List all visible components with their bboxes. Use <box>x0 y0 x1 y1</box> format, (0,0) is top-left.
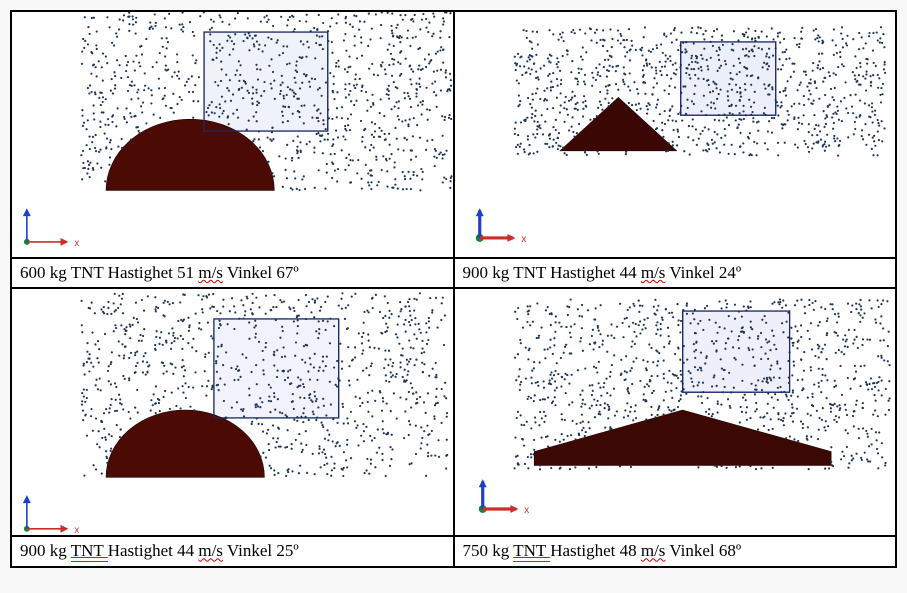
caption-0: 600 kg TNT Hastighet 51 m/s Vinkel 67º <box>11 258 454 288</box>
sim-svg-2: x <box>12 289 453 535</box>
svg-text:x: x <box>524 505 529 516</box>
spellcheck-underline: m/s <box>641 541 666 560</box>
sim-panel-1: x <box>454 11 897 258</box>
caption-1: 900 kg TNT Hastighet 44 m/s Vinkel 24º <box>454 258 897 288</box>
sim-panel-2: x <box>11 288 454 536</box>
caption-2: 900 kg TNT Hastighet 44 m/s Vinkel 25º <box>11 536 454 566</box>
sim-svg-3: x <box>455 289 896 535</box>
caption-3: 750 kg TNT Hastighet 48 m/s Vinkel 68º <box>454 536 897 566</box>
spellcheck-underline: m/s <box>198 263 223 282</box>
sim-svg-1: x <box>455 12 896 257</box>
simulation-grid: x x 600 kg TNT Hastighet 51 m/s Vinkel 6… <box>10 10 897 568</box>
spellcheck-underline: m/s <box>641 263 666 282</box>
svg-text:x: x <box>74 238 79 249</box>
sim-panel-0: x <box>11 11 454 258</box>
sim-svg-0: x <box>12 12 453 257</box>
svg-text:x: x <box>74 525 79 535</box>
sim-panel-3: x <box>454 288 897 536</box>
double-underline: TNT <box>513 541 550 562</box>
svg-text:x: x <box>521 234 526 245</box>
spellcheck-underline: m/s <box>198 541 223 560</box>
double-underline: TNT <box>71 541 108 562</box>
